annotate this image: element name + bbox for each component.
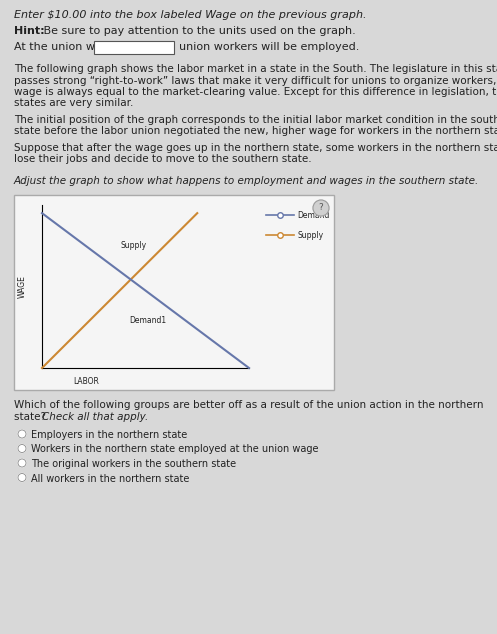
Circle shape (18, 474, 26, 481)
Bar (94, 41, 174, 54)
Text: Employers in the northern state: Employers in the northern state (31, 430, 187, 440)
Text: The following graph shows the labor market in a state in the South. The legislat: The following graph shows the labor mark… (14, 64, 497, 74)
Text: LABOR: LABOR (73, 377, 99, 386)
Text: Hint:: Hint: (14, 26, 45, 36)
Text: states are very similar.: states are very similar. (14, 98, 133, 108)
Circle shape (18, 430, 26, 438)
Text: lose their jobs and decide to move to the southern state.: lose their jobs and decide to move to th… (14, 155, 312, 164)
Text: Enter $10.00 into the box labeled Wage on the previous graph.: Enter $10.00 into the box labeled Wage o… (14, 10, 366, 20)
Text: Which of the following groups are better off as a result of the union action in : Which of the following groups are better… (14, 400, 484, 410)
Text: Supply: Supply (297, 231, 323, 240)
Bar (14, 195, 334, 390)
Text: Suppose that after the wage goes up in the northern state, some workers in the n: Suppose that after the wage goes up in t… (14, 143, 497, 153)
Text: All workers in the northern state: All workers in the northern state (31, 474, 189, 484)
Text: Supply: Supply (121, 241, 147, 250)
Text: The original workers in the southern state: The original workers in the southern sta… (31, 459, 236, 469)
Text: wage is always equal to the market-clearing value. Except for this difference in: wage is always equal to the market-clear… (14, 87, 497, 97)
Text: The initial position of the graph corresponds to the initial labor market condit: The initial position of the graph corres… (14, 115, 497, 125)
Text: Check all that apply.: Check all that apply. (42, 413, 148, 422)
Circle shape (313, 200, 329, 216)
Text: Demand1: Demand1 (129, 316, 166, 325)
Text: state before the labor union negotiated the new, higher wage for workers in the : state before the labor union negotiated … (14, 127, 497, 136)
Text: Be sure to pay attention to the units used on the graph.: Be sure to pay attention to the units us… (40, 26, 356, 36)
Text: At the union wage,: At the union wage, (14, 42, 119, 52)
Text: ?: ? (319, 204, 324, 212)
Circle shape (18, 444, 26, 453)
Text: state?: state? (14, 413, 49, 422)
Text: union workers will be employed.: union workers will be employed. (179, 42, 359, 52)
Circle shape (18, 459, 26, 467)
Text: passes strong “right-to-work” laws that make it very difficult for unions to org: passes strong “right-to-work” laws that … (14, 75, 497, 86)
Text: WAGE: WAGE (17, 275, 26, 298)
Text: Demand: Demand (297, 211, 330, 220)
Text: Adjust the graph to show what happens to employment and wages in the southern st: Adjust the graph to show what happens to… (14, 176, 479, 186)
Text: Workers in the northern state employed at the union wage: Workers in the northern state employed a… (31, 444, 319, 455)
